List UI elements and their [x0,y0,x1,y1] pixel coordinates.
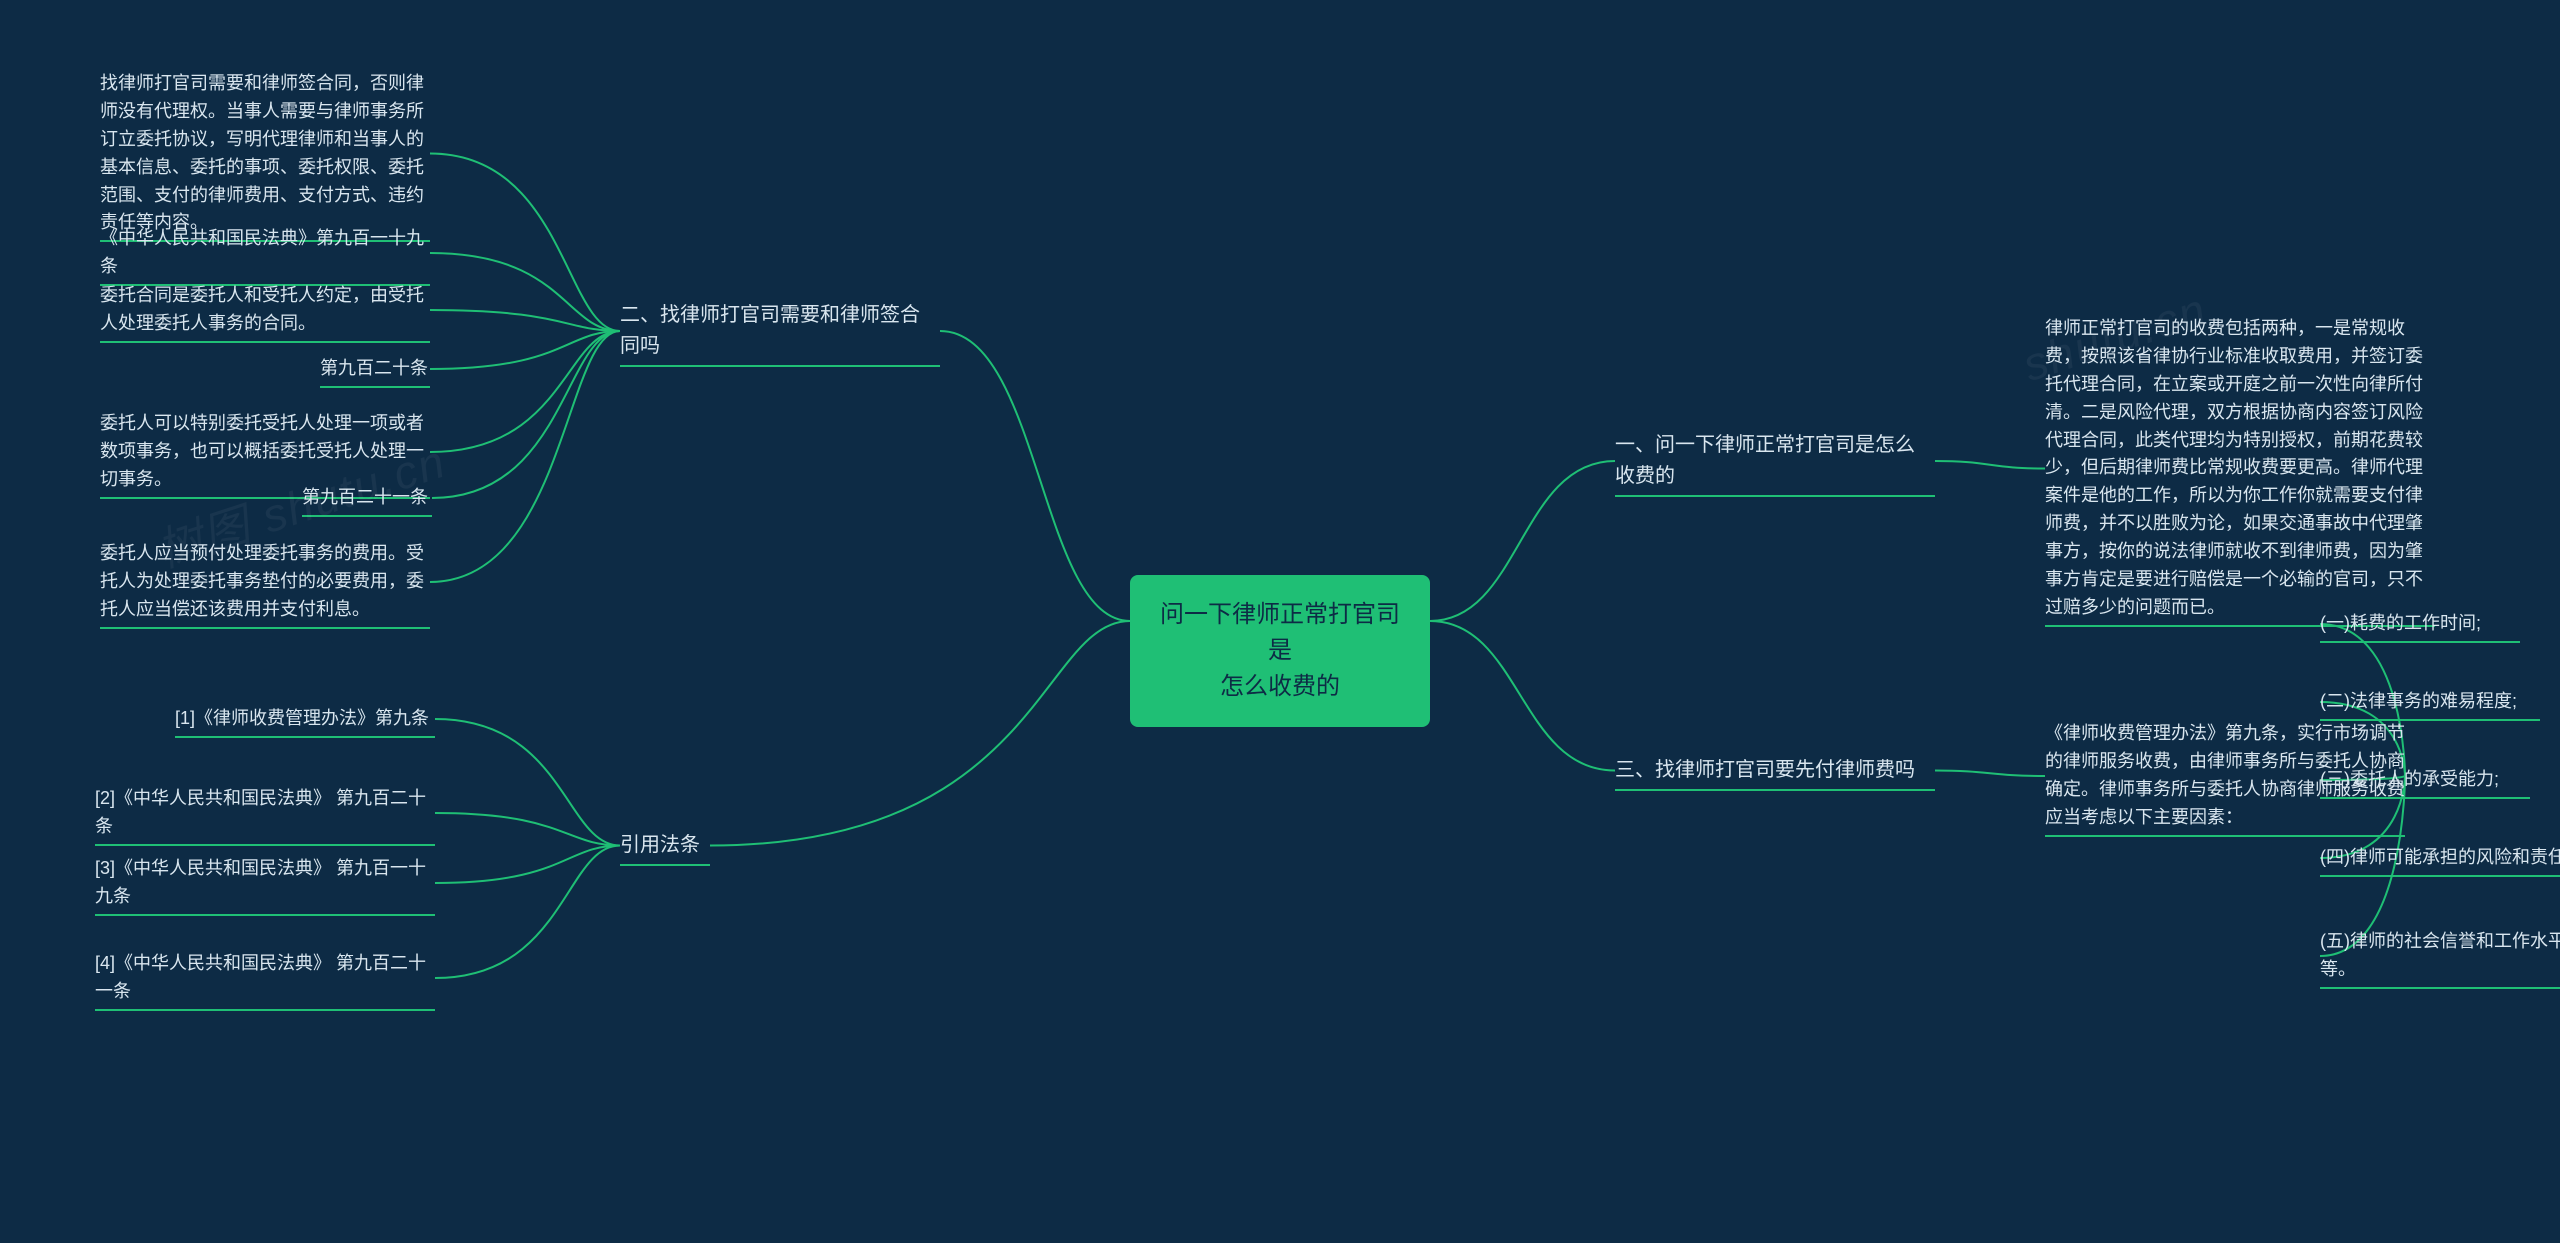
mindmap-node: 一、问一下律师正常打官司是怎么收费的 [1615,430,1935,492]
mindmap-node: 第九百二十条 [320,355,430,383]
mindmap-canvas: 树图 shutu.cn shutu.cn 问一下律师正常打官司是怎么收费的 一、… [0,0,2560,1243]
mindmap-node: (二)法律事务的难易程度; [2320,688,2540,716]
mindmap-node: 引用法条 [620,830,710,861]
mindmap-node: [1]《律师收费管理办法》第九条 [175,705,435,733]
mindmap-node: 二、找律师打官司需要和律师签合同吗 [620,300,940,362]
mindmap-node: 找律师打官司需要和律师签合同，否则律师没有代理权。当事人需要与律师事务所订立委托… [100,70,430,237]
mindmap-node: 律师正常打官司的收费包括两种，一是常规收费，按照该省律协行业标准收取费用，并签订… [2045,315,2435,622]
mindmap-node: (三)委托人的承受能力; [2320,766,2530,794]
mindmap-node: [3]《中华人民共和国民法典》 第九百一十九条 [95,855,435,911]
mindmap-node: (一)耗费的工作时间; [2320,610,2520,638]
mindmap-node: 委托人可以特别委托受托人处理一项或者数项事务，也可以概括委托受托人处理一切事务。 [100,410,430,494]
mindmap-node: 委托合同是委托人和受托人约定，由受托人处理委托人事务的合同。 [100,282,430,338]
mindmap-node: 《中华人民共和国民法典》第九百一十九条 [100,225,430,281]
mindmap-node: (五)律师的社会信誉和工作水平等。 [2320,928,2560,984]
root-node: 问一下律师正常打官司是怎么收费的 [1130,575,1430,727]
mindmap-node: 三、找律师打官司要先付律师费吗 [1615,755,1935,786]
mindmap-node: 第九百二十一条 [302,484,432,512]
root-label: 问一下律师正常打官司是怎么收费的 [1160,601,1400,700]
mindmap-node: (四)律师可能承担的风险和责任; [2320,844,2560,872]
mindmap-node: 委托人应当预付处理委托事务的费用。受托人为处理委托事务垫付的必要费用，委托人应当… [100,540,430,624]
mindmap-node: [4]《中华人民共和国民法典》 第九百二十一条 [95,950,435,1006]
mindmap-node: [2]《中华人民共和国民法典》 第九百二十条 [95,785,435,841]
